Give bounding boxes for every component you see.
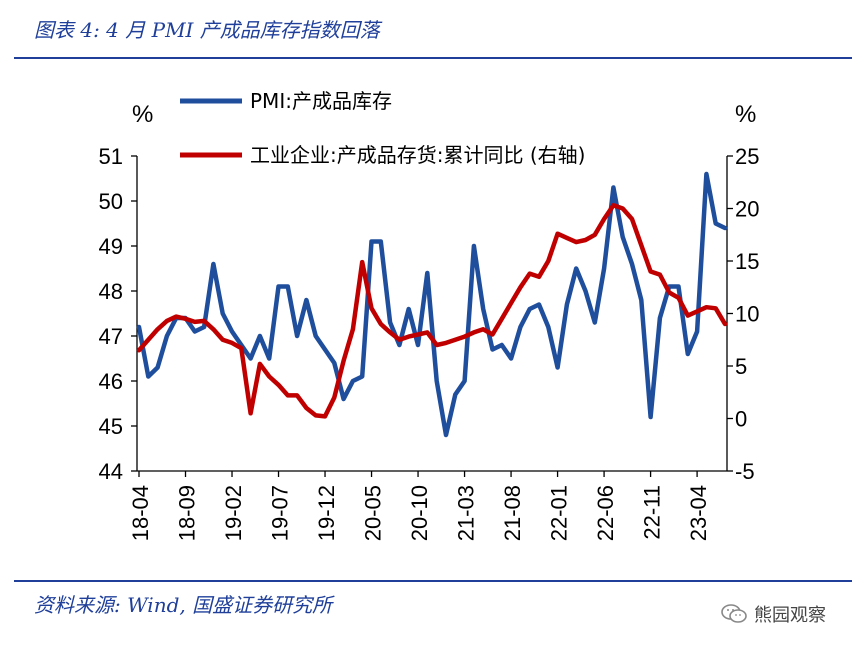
right-tick-label: 5 [735, 354, 747, 379]
legend-label-inventory: 工业企业:产成品存货:累计同比 (右轴) [250, 143, 585, 167]
left-tick-label: 46 [99, 369, 123, 394]
left-axis-unit: % [132, 101, 153, 128]
x-tick-label: 18-09 [175, 485, 200, 541]
source-divider [14, 580, 852, 582]
left-tick-label: 44 [99, 459, 123, 484]
x-tick-label: 18-04 [128, 485, 153, 541]
figure-title: 图表 4: 4 月 PMI 产成品库存指数回落 [34, 18, 380, 42]
x-tick-label: 19-07 [268, 485, 293, 541]
x-tick-label: 22-01 [547, 485, 572, 541]
watermark: 熊园观察 [720, 601, 826, 627]
title-divider [14, 57, 852, 59]
series-lines [136, 171, 728, 438]
watermark-text: 熊园观察 [754, 605, 826, 626]
legend: PMI:产成品库存 工业企业:产成品存货:累计同比 (右轴) [180, 89, 585, 167]
right-tick-label: -5 [735, 459, 755, 484]
left-tick-label: 51 [99, 144, 123, 169]
series-line-inventory [136, 203, 728, 419]
left-tick-label: 49 [99, 234, 123, 259]
x-tick-label: 20-05 [361, 485, 386, 541]
right-tick-label: 15 [735, 249, 759, 274]
wechat-icon [721, 604, 747, 623]
x-tick-label: 22-11 [640, 485, 665, 540]
x-tick-label: 19-12 [314, 485, 339, 541]
series-line-pmi [136, 171, 728, 438]
right-tick-label: 25 [735, 144, 759, 169]
left-tick-label: 48 [99, 279, 123, 304]
right-tick-label: 10 [735, 302, 759, 327]
axes [131, 155, 733, 477]
source-note: 资料来源: Wind, 国盛证券研究所 [34, 593, 333, 617]
x-tick-label: 21-08 [500, 485, 525, 541]
x-tick-label: 19-02 [221, 485, 246, 541]
x-tick-label: 21-03 [454, 485, 479, 541]
right-axis-unit: % [735, 101, 756, 128]
right-tick-label: 20 [735, 197, 759, 222]
x-tick-label: 22-06 [593, 485, 618, 541]
left-tick-label: 45 [99, 414, 123, 439]
left-tick-label: 50 [99, 189, 123, 214]
right-tick-label: 0 [735, 407, 747, 432]
left-tick-label: 47 [99, 324, 123, 349]
x-tick-label: 23-04 [686, 485, 711, 541]
x-tick-label: 20-10 [407, 485, 432, 541]
legend-label-pmi: PMI:产成品库存 [250, 89, 392, 113]
